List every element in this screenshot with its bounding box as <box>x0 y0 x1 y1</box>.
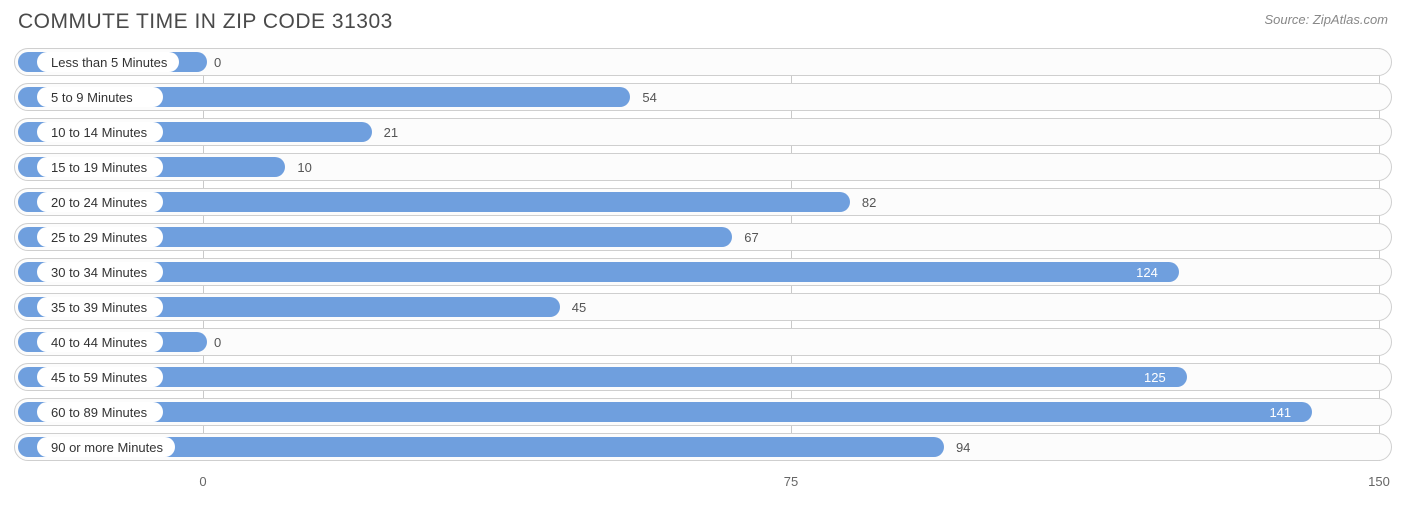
value-label: 141 <box>1269 399 1291 425</box>
bar-row: 30 to 34 Minutes 124 <box>14 258 1392 286</box>
category-label: 30 to 34 Minutes <box>37 262 163 282</box>
chart-container: COMMUTE TIME IN ZIP CODE 31303 Source: Z… <box>0 0 1406 523</box>
value-label: 94 <box>956 434 970 460</box>
value-label: 125 <box>1144 364 1166 390</box>
value-label: 21 <box>384 119 398 145</box>
value-label: 0 <box>214 49 221 75</box>
value-label: 67 <box>744 224 758 250</box>
chart-source: Source: ZipAtlas.com <box>1264 12 1388 27</box>
category-label: 40 to 44 Minutes <box>37 332 163 352</box>
bar-row: 25 to 29 Minutes 67 <box>14 223 1392 251</box>
bar <box>18 262 1179 282</box>
value-label: 10 <box>297 154 311 180</box>
chart-plot-area: Less than 5 Minutes 0 5 to 9 Minutes 54 10 t… <box>14 48 1392 494</box>
bar-row: 60 to 89 Minutes 141 <box>14 398 1392 426</box>
axis-tick-label: 150 <box>1368 474 1390 489</box>
category-label: 45 to 59 Minutes <box>37 367 163 387</box>
category-label: 35 to 39 Minutes <box>37 297 163 317</box>
bar <box>18 402 1312 422</box>
bar <box>18 367 1187 387</box>
bar-row: 10 to 14 Minutes 21 <box>14 118 1392 146</box>
category-label: Less than 5 Minutes <box>37 52 179 72</box>
bar-row: 15 to 19 Minutes 10 <box>14 153 1392 181</box>
bar-row: 5 to 9 Minutes 54 <box>14 83 1392 111</box>
bar-row: 20 to 24 Minutes 82 <box>14 188 1392 216</box>
bar-row: 35 to 39 Minutes 45 <box>14 293 1392 321</box>
value-label: 0 <box>214 329 221 355</box>
axis-tick-label: 75 <box>784 474 798 489</box>
bar-row: 90 or more Minutes 94 <box>14 433 1392 461</box>
category-label: 90 or more Minutes <box>37 437 175 457</box>
axis-tick-label: 0 <box>199 474 206 489</box>
bar-row: Less than 5 Minutes 0 <box>14 48 1392 76</box>
value-label: 45 <box>572 294 586 320</box>
value-label: 82 <box>862 189 876 215</box>
category-label: 5 to 9 Minutes <box>37 87 163 107</box>
bar-row: 45 to 59 Minutes 125 <box>14 363 1392 391</box>
value-label: 124 <box>1136 259 1158 285</box>
bar-row: 40 to 44 Minutes 0 <box>14 328 1392 356</box>
category-label: 60 to 89 Minutes <box>37 402 163 422</box>
category-label: 10 to 14 Minutes <box>37 122 163 142</box>
chart-header: COMMUTE TIME IN ZIP CODE 31303 Source: Z… <box>14 10 1392 34</box>
x-axis: 0 75 150 <box>14 468 1392 494</box>
category-label: 25 to 29 Minutes <box>37 227 163 247</box>
chart-title: COMMUTE TIME IN ZIP CODE 31303 <box>18 10 393 34</box>
category-label: 20 to 24 Minutes <box>37 192 163 212</box>
value-label: 54 <box>642 84 656 110</box>
category-label: 15 to 19 Minutes <box>37 157 163 177</box>
